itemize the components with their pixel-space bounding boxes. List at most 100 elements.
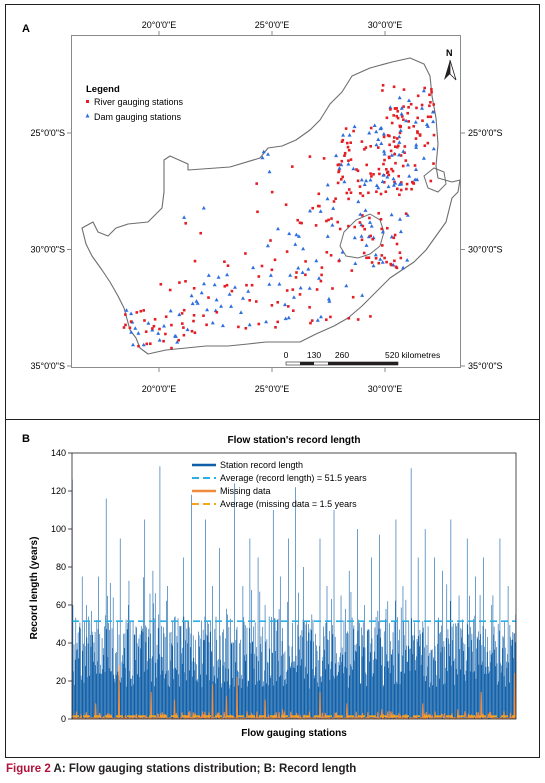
record-bar <box>175 667 176 719</box>
record-bar <box>183 616 185 719</box>
dam-station-marker <box>397 152 402 157</box>
map-x-tick-label-bottom: 20°0'0"E <box>142 384 177 394</box>
river-station-marker <box>347 197 350 201</box>
record-bar <box>287 669 289 719</box>
dam-station-marker <box>189 293 194 298</box>
record-bar <box>155 662 157 719</box>
river-station-marker <box>394 161 397 165</box>
record-bar <box>219 548 220 719</box>
river-station-marker <box>412 125 415 128</box>
record-bar <box>385 608 387 719</box>
river-station-marker <box>412 182 416 185</box>
record-bar <box>315 633 316 719</box>
record-bar <box>339 656 341 719</box>
dam-station-marker <box>194 299 199 303</box>
record-bar <box>216 660 218 719</box>
dam-station-marker <box>288 273 293 277</box>
record-bar <box>462 642 464 719</box>
river-station-marker <box>343 154 346 157</box>
y-tick-label: 120 <box>51 486 66 496</box>
record-bar <box>437 643 438 719</box>
record-bar <box>271 652 273 719</box>
record-bar <box>121 677 122 719</box>
record-bar <box>495 666 497 719</box>
river-station-marker <box>363 148 366 151</box>
record-bar <box>250 642 251 719</box>
dam-station-marker <box>264 319 269 324</box>
river-station-marker <box>386 170 390 174</box>
river-station-marker <box>356 169 360 173</box>
river-station-marker <box>393 152 396 156</box>
map-y-tick-label-left: 35°0'0"S <box>30 361 65 371</box>
record-bar <box>284 679 285 719</box>
dam-station-marker <box>129 311 134 316</box>
y-tick-label: 40 <box>56 638 66 648</box>
river-station-marker <box>124 323 127 327</box>
record-bar <box>366 686 368 719</box>
record-bar <box>294 668 296 719</box>
record-bar <box>475 576 476 719</box>
river-station-marker <box>409 102 413 106</box>
record-bar <box>165 673 167 719</box>
record-bar <box>197 679 198 719</box>
record-bar <box>400 671 401 719</box>
record-bar <box>264 605 266 719</box>
record-bar <box>194 670 195 719</box>
river-station-marker <box>164 315 168 318</box>
record-bar <box>419 629 421 719</box>
record-bar <box>198 631 199 719</box>
record-bar <box>501 648 503 719</box>
dam-station-marker <box>327 299 332 303</box>
river-station-marker <box>356 179 360 183</box>
record-bar <box>389 623 390 719</box>
river-station-marker <box>170 346 173 350</box>
river-station-marker <box>255 300 258 303</box>
river-station-marker <box>284 203 288 206</box>
river-station-marker <box>325 318 328 321</box>
record-bar <box>288 538 289 719</box>
record-bar <box>338 672 339 719</box>
record-bar <box>426 645 428 719</box>
record-bar <box>340 595 342 719</box>
record-bar <box>241 679 243 719</box>
record-bar <box>362 622 364 719</box>
record-bar <box>424 529 426 719</box>
river-station-marker <box>384 190 388 193</box>
dam-station-marker <box>366 234 371 239</box>
record-bar <box>107 657 109 719</box>
dam-station-marker <box>372 123 377 127</box>
record-bar <box>454 685 455 719</box>
river-station-marker <box>362 251 366 255</box>
record-bar <box>207 635 209 719</box>
record-bar <box>375 658 376 719</box>
record-bar <box>220 659 221 719</box>
record-bar <box>173 668 175 719</box>
river-station-marker <box>325 219 328 223</box>
river-station-marker <box>178 281 181 284</box>
dam-station-marker <box>314 258 319 263</box>
record-bar <box>268 685 269 719</box>
record-bar <box>145 625 146 719</box>
record-bar <box>398 653 400 719</box>
record-bar <box>113 674 115 719</box>
record-bar <box>372 676 373 719</box>
dam-station-marker <box>283 316 288 321</box>
dam-station-marker <box>397 140 402 144</box>
record-bar <box>267 661 268 719</box>
record-bar <box>305 666 306 719</box>
record-bar <box>204 616 206 719</box>
record-bar <box>246 627 248 719</box>
record-bar <box>316 650 318 719</box>
record-bar <box>240 639 241 719</box>
river-station-marker <box>151 327 154 330</box>
record-bar <box>407 645 409 719</box>
record-bar <box>423 627 424 719</box>
record-bar <box>301 630 303 719</box>
river-station-marker <box>360 140 364 143</box>
record-bar <box>105 615 106 719</box>
record-bar <box>105 498 107 719</box>
record-bar <box>434 557 435 719</box>
river-station-marker <box>432 103 435 106</box>
dam-station-marker <box>330 223 335 227</box>
record-bar <box>333 510 335 719</box>
